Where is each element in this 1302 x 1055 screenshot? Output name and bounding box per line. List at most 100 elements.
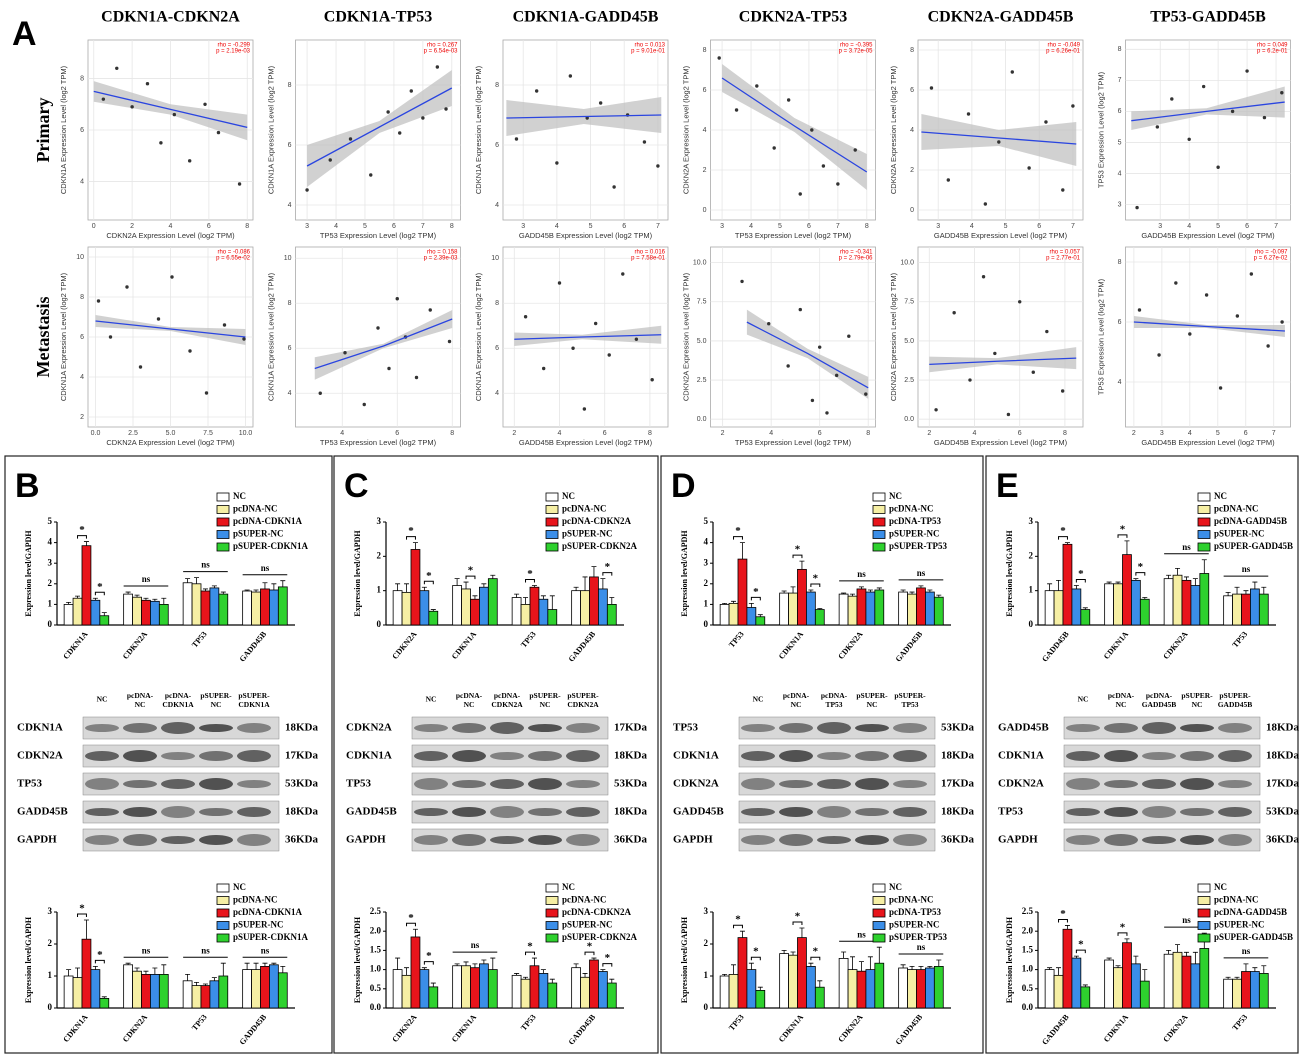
legend-swatch: [217, 531, 229, 539]
sig-label: ns: [1242, 564, 1251, 574]
band: [1218, 807, 1252, 817]
y-tick-label: 3: [1029, 516, 1034, 526]
band: [566, 780, 600, 788]
bar: [1063, 929, 1072, 1008]
point: [1011, 70, 1014, 73]
x-tick-label: 5: [589, 223, 593, 230]
bar: [530, 587, 539, 625]
bar: [806, 592, 815, 625]
panel-label: C: [344, 467, 369, 505]
error-bar: [731, 965, 736, 975]
band: [528, 808, 562, 816]
bar: [848, 970, 857, 1008]
y-tick-label: 0: [1029, 619, 1034, 629]
x-axis-label: GADD45B Expression Level (log2 TPM): [1141, 438, 1275, 447]
band: [1104, 750, 1138, 762]
bar: [797, 938, 806, 1008]
legend-swatch: [1198, 493, 1210, 501]
bar: [124, 965, 133, 1008]
legend-label: pcDNA-NC: [1214, 504, 1259, 514]
panel-label: A: [12, 15, 37, 53]
band: [1066, 778, 1100, 790]
y-tick-label: 4: [80, 178, 84, 185]
lane-label: pSUPER-GADD45B: [1218, 691, 1253, 709]
stat-annotation: p = 6.55e-02: [216, 256, 251, 262]
error-bar: [413, 929, 418, 937]
bar: [598, 589, 607, 625]
x-tick-label: 7: [1272, 430, 1276, 437]
point: [571, 347, 574, 350]
bar: [1182, 580, 1191, 625]
bar: [133, 597, 142, 625]
bar: [839, 594, 848, 625]
legend-swatch: [217, 884, 229, 892]
band: [85, 835, 119, 845]
protein-label: GAPDH: [673, 834, 713, 846]
stat-annotation: p = 6.2e-01: [1257, 49, 1288, 55]
protein-label: GAPDH: [346, 834, 386, 846]
sig-label: *: [527, 568, 533, 580]
bar: [269, 590, 278, 625]
point: [799, 192, 802, 195]
x-tick-label: CDKN2A: [390, 1013, 418, 1044]
column-title: CDKN1A-TP53: [324, 9, 432, 26]
legend-label: pSUPER-NC: [889, 920, 940, 930]
legend-swatch: [546, 543, 558, 551]
x-tick-label: 3: [1158, 223, 1162, 230]
legend-label: NC: [1214, 491, 1227, 501]
x-tick-label: TP53: [190, 1013, 209, 1033]
y-tick-label: 2: [80, 414, 84, 421]
band: [779, 750, 813, 762]
band: [817, 752, 851, 760]
point: [363, 403, 366, 406]
x-tick-label: TP53: [1231, 630, 1250, 650]
bar: [1140, 981, 1149, 1008]
bar: [1072, 958, 1081, 1008]
bar: [1054, 975, 1063, 1008]
bar: [1054, 591, 1063, 625]
y-axis-label: Expression level/GAPDH: [680, 530, 689, 617]
x-tick-label: CDKN2A: [121, 630, 149, 661]
y-tick-label: 4: [1118, 170, 1122, 177]
point: [583, 407, 586, 410]
point: [170, 275, 173, 278]
bar: [462, 966, 471, 1008]
size-label: 17KDa: [285, 750, 319, 762]
bar: [530, 966, 539, 1008]
error-bar: [472, 596, 477, 599]
y-tick-label: 0: [704, 619, 709, 629]
point: [369, 173, 372, 176]
point: [188, 159, 191, 162]
band: [566, 807, 600, 817]
legend-label: pcDNA-CDKN1A: [233, 907, 302, 917]
y-tick-label: 4: [80, 374, 84, 381]
error-bar: [782, 950, 787, 953]
point: [1156, 125, 1159, 128]
lane-label: pcDNA-NC: [1108, 691, 1135, 709]
point: [656, 164, 659, 167]
legend-label: pSUPER-NC: [1214, 529, 1265, 539]
x-tick-label: 8: [450, 223, 454, 230]
protein-label: GAPDH: [998, 834, 1038, 846]
y-tick-label: 3: [48, 906, 53, 916]
band: [123, 780, 157, 788]
legend-label: pcDNA-GADD45B: [1214, 516, 1287, 526]
x-tick-label: 8: [648, 430, 652, 437]
band: [893, 750, 927, 762]
point: [173, 113, 176, 116]
point: [396, 297, 399, 300]
band: [85, 751, 119, 761]
bar: [252, 592, 261, 625]
bar: [278, 973, 287, 1008]
error-bar: [1261, 587, 1266, 594]
y-tick-label: 2: [1029, 550, 1034, 560]
bar: [470, 599, 479, 625]
legend-swatch: [546, 884, 558, 892]
point: [1170, 97, 1173, 100]
bar: [572, 968, 581, 1008]
legend-label: pcDNA-NC: [562, 504, 607, 514]
band: [1104, 807, 1138, 817]
legend-label: pSUPER-GADD45B: [1214, 541, 1293, 551]
error-bar: [514, 594, 519, 597]
band: [199, 778, 233, 790]
